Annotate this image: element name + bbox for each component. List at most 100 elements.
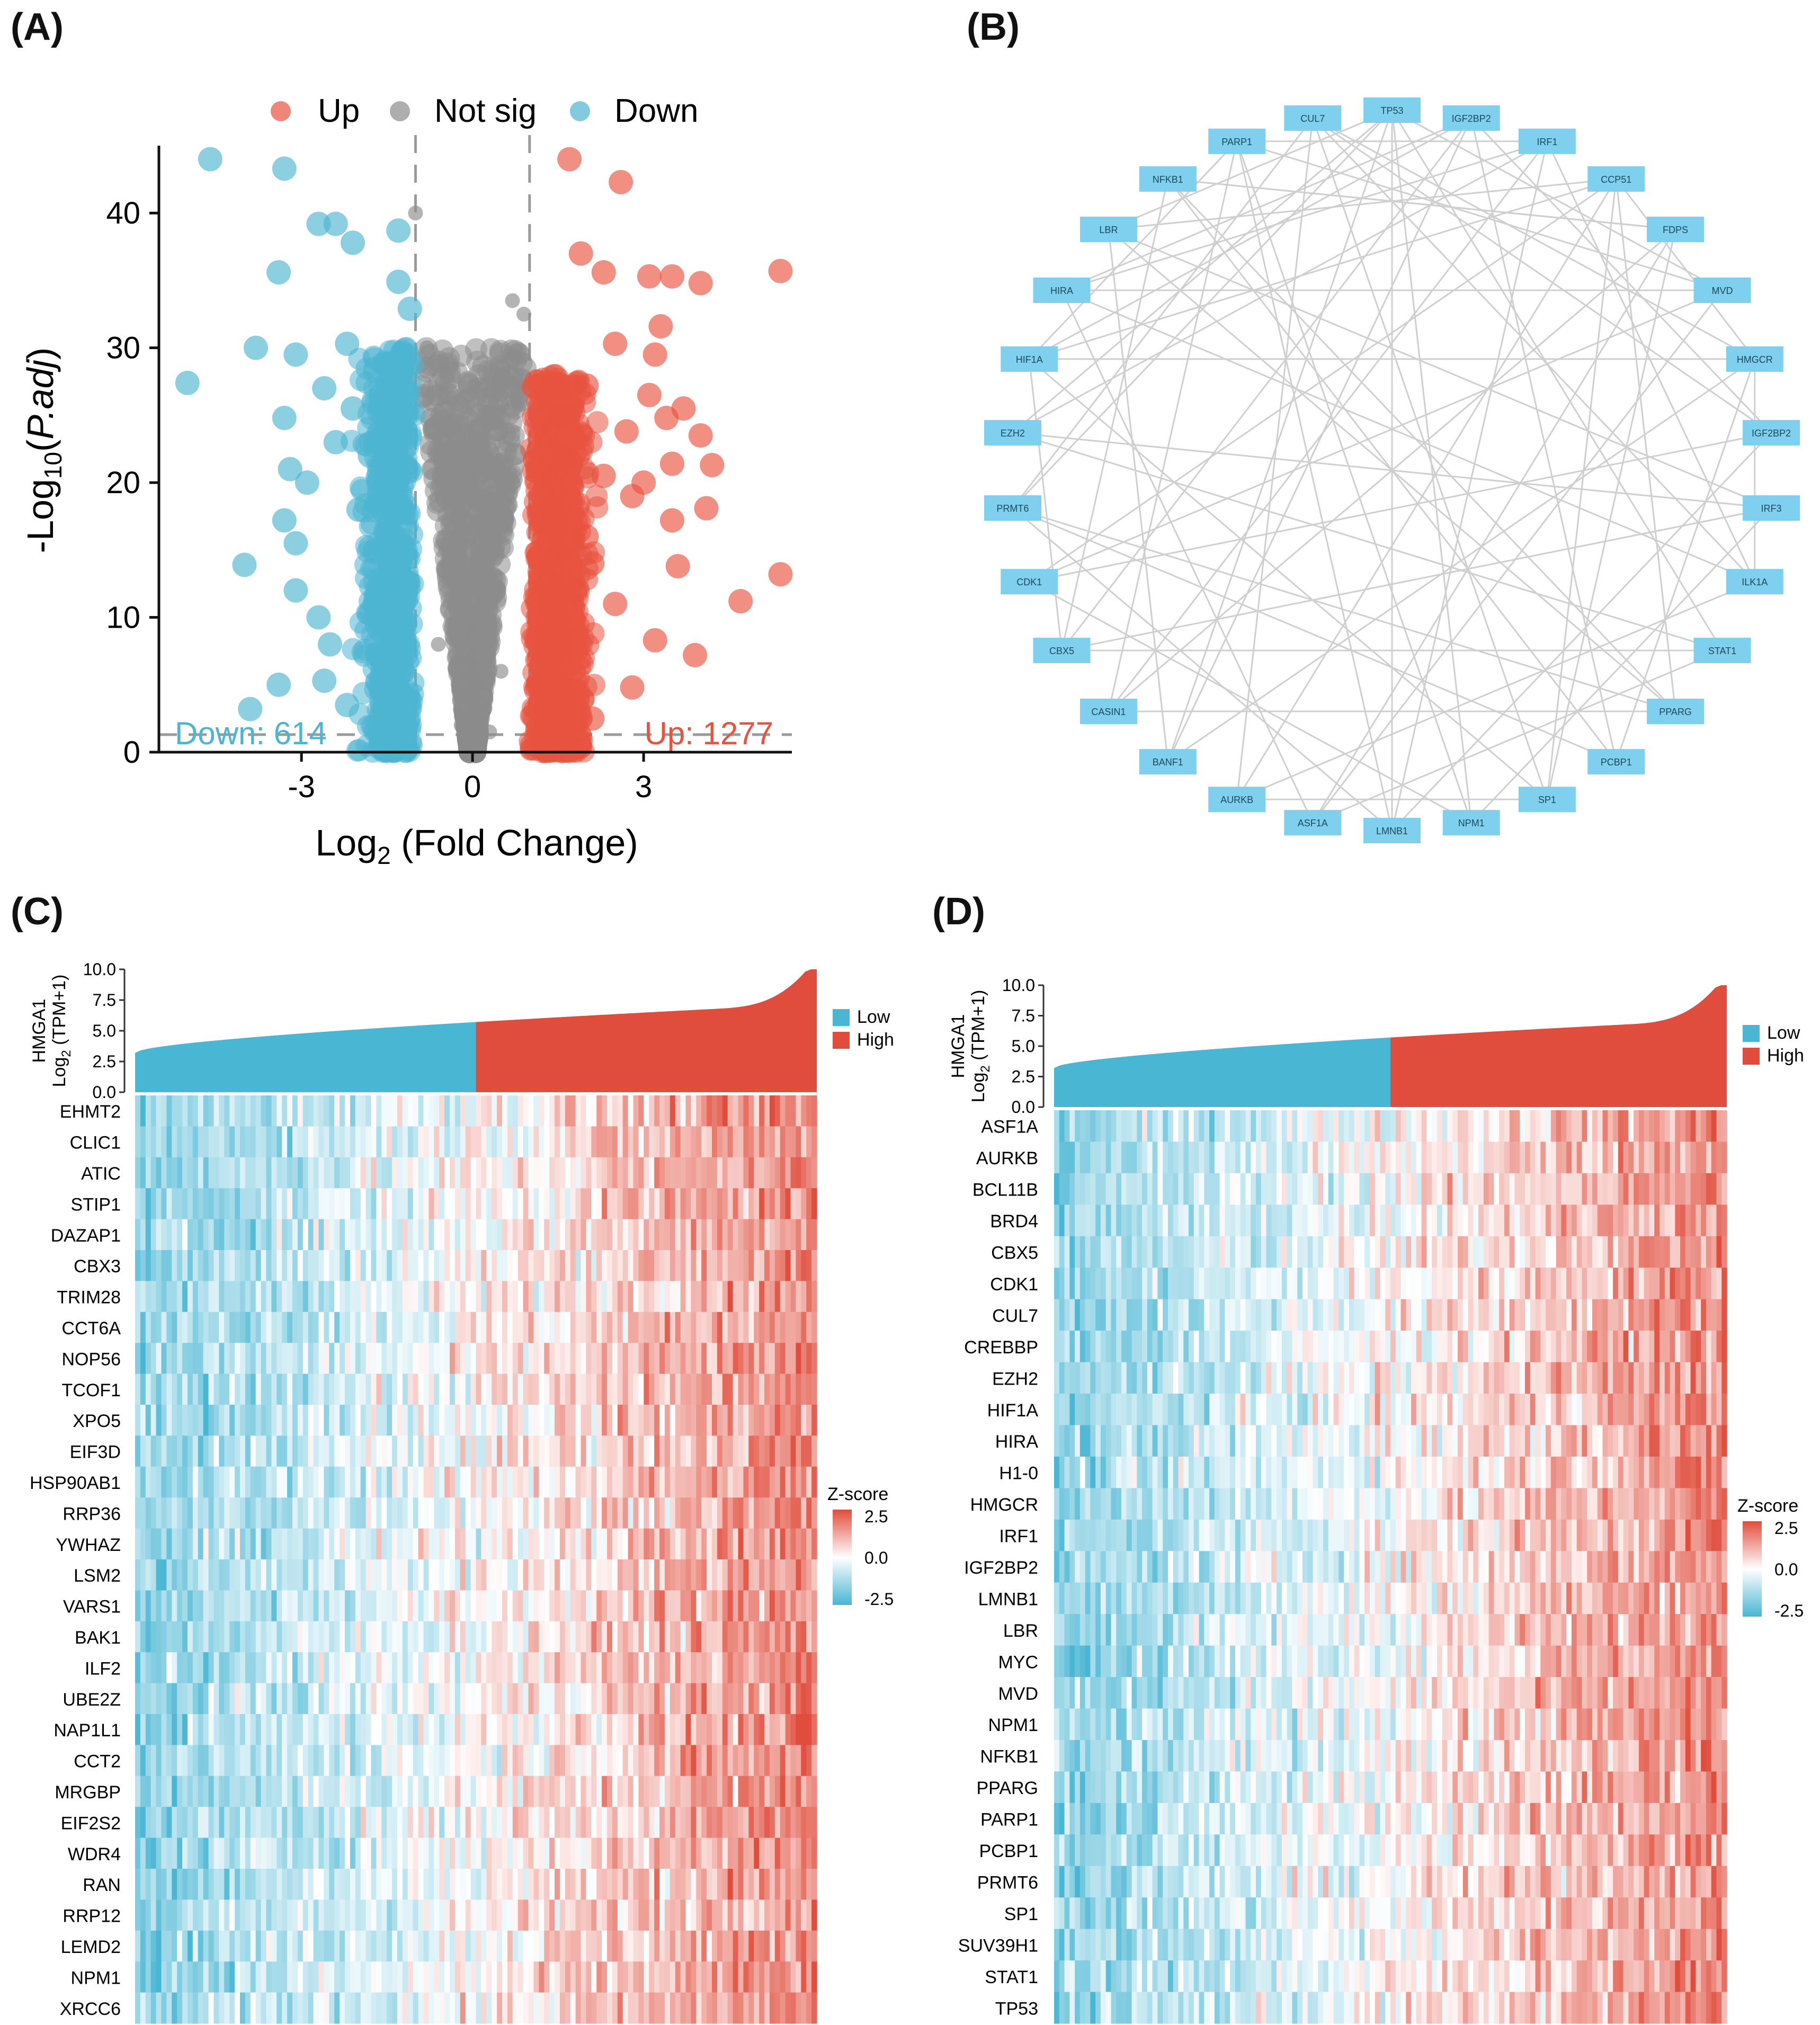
heatmap-cell	[497, 1343, 503, 1375]
heatmap-cell	[764, 1281, 770, 1313]
heatmap-cell	[340, 1188, 345, 1220]
heatmap-cell	[774, 1219, 781, 1251]
heatmap-cell	[402, 1219, 408, 1251]
heatmap-cell	[297, 1250, 304, 1281]
heatmap-cell	[518, 1126, 524, 1158]
heatmap-cell	[701, 1466, 707, 1498]
heatmap-cell	[418, 1126, 424, 1158]
heatmap-cell	[413, 1435, 419, 1467]
heatmap-cell	[360, 1126, 367, 1158]
heatmap-cell	[774, 1497, 781, 1529]
heatmap-cell	[360, 1435, 367, 1467]
y-axis-title-sub: 10	[39, 452, 67, 479]
heatmap-cell	[785, 1466, 791, 1498]
heatmap-cell	[235, 1095, 240, 1127]
heatmap-cell	[622, 1435, 629, 1467]
heatmap-cell	[743, 1095, 749, 1127]
heatmap-cell	[140, 1312, 146, 1343]
heatmap-cell	[365, 1405, 372, 1436]
network-node-label: PRMT6	[996, 503, 1029, 514]
heatmap-cell	[276, 1466, 282, 1498]
heatmap-cell	[628, 1343, 634, 1375]
heatmap-cell	[324, 1405, 329, 1436]
network-node-nfkb1: NFKB1	[1139, 166, 1197, 192]
heatmap-cell	[476, 1343, 481, 1375]
heatmap-cell	[135, 1343, 141, 1375]
heatmap-cell	[407, 1126, 414, 1158]
heatmap-cell	[345, 1126, 351, 1158]
heatmap-cell	[680, 1466, 686, 1498]
heatmap-cell	[454, 1466, 461, 1498]
heatmap-cell	[722, 1373, 728, 1405]
heatmap-cell	[481, 1281, 487, 1313]
heatmap-cell	[292, 1312, 298, 1343]
heatmap-cell	[780, 1497, 786, 1529]
heatmap-cell	[796, 1312, 801, 1343]
heatmap-cell	[507, 1528, 513, 1560]
heatmap-cell	[282, 1373, 288, 1405]
heatmap-cell	[507, 1373, 513, 1405]
heatmap-cell	[203, 1095, 209, 1127]
network-edge	[1236, 141, 1393, 831]
heatmap-cell	[407, 1188, 414, 1220]
panel-tag-b: (B)	[967, 6, 1020, 48]
heatmap-cell	[376, 1157, 382, 1189]
heatmap-cell	[156, 1157, 162, 1189]
heatmap-cell	[413, 1095, 419, 1127]
heatmap-cell	[565, 1188, 571, 1220]
heatmap-cell	[565, 1497, 571, 1529]
heatmap-cell	[192, 1157, 199, 1189]
heatmap-cell	[707, 1157, 712, 1189]
heatmap-cell	[533, 1405, 539, 1436]
heatmap-cell	[701, 1157, 707, 1189]
heatmap-cell	[229, 1497, 235, 1529]
heatmap-cell	[806, 1528, 812, 1560]
heatmap-cell	[633, 1095, 639, 1127]
heatmap-cell	[292, 1435, 298, 1467]
heatmap-cell	[507, 1435, 513, 1467]
heatmap-cell	[612, 1126, 618, 1158]
heatmap-cell	[235, 1250, 240, 1281]
heatmap-cell	[292, 1219, 298, 1251]
heatmap-cell	[271, 1188, 277, 1220]
heatmap-cell	[345, 1219, 351, 1251]
heatmap-cell	[769, 1157, 775, 1189]
heatmap-cell	[402, 1466, 408, 1498]
heatmap-cell	[628, 1126, 634, 1158]
heatmap-cell	[575, 1157, 582, 1189]
heatmap-cell	[297, 1219, 304, 1251]
heatmap-cell	[654, 1126, 660, 1158]
heatmap-cell	[481, 1095, 487, 1127]
heatmap-cell	[780, 1466, 786, 1498]
heatmap-cell	[764, 1343, 770, 1375]
heatmap-cell	[450, 1188, 456, 1220]
heatmap-cell	[743, 1435, 749, 1467]
heatmap-cell	[591, 1466, 597, 1498]
network-edge	[1012, 432, 1723, 652]
heatmap-cell	[586, 1250, 592, 1281]
heatmap-cell	[392, 1405, 398, 1436]
heatmap-cell	[376, 1405, 382, 1436]
heatmap-cell	[596, 1466, 602, 1498]
heatmap-cell	[801, 1250, 807, 1281]
heatmap-cell	[313, 1126, 319, 1158]
heatmap-cell	[764, 1466, 770, 1498]
heatmap-cell	[759, 1343, 765, 1375]
heatmap-cell	[811, 1405, 817, 1436]
heatmap-cell	[340, 1435, 345, 1467]
heatmap-cell	[318, 1219, 324, 1251]
heatmap-cell	[774, 1373, 781, 1405]
heatmap-cell	[255, 1250, 262, 1281]
heatmap-cell	[701, 1095, 707, 1127]
heatmap-cell	[523, 1435, 529, 1467]
heatmap-cell	[418, 1373, 424, 1405]
heatmap-cell	[707, 1188, 712, 1220]
heatmap-cell	[192, 1312, 199, 1343]
heatmap-cell	[156, 1281, 162, 1313]
heatmap-cell	[696, 1157, 702, 1189]
heatmap-cell	[575, 1435, 582, 1467]
heatmap-cell	[235, 1373, 240, 1405]
heatmap-cell	[492, 1157, 497, 1189]
volcano-point-not-sig	[453, 718, 469, 733]
heatmap-cell	[712, 1497, 718, 1529]
